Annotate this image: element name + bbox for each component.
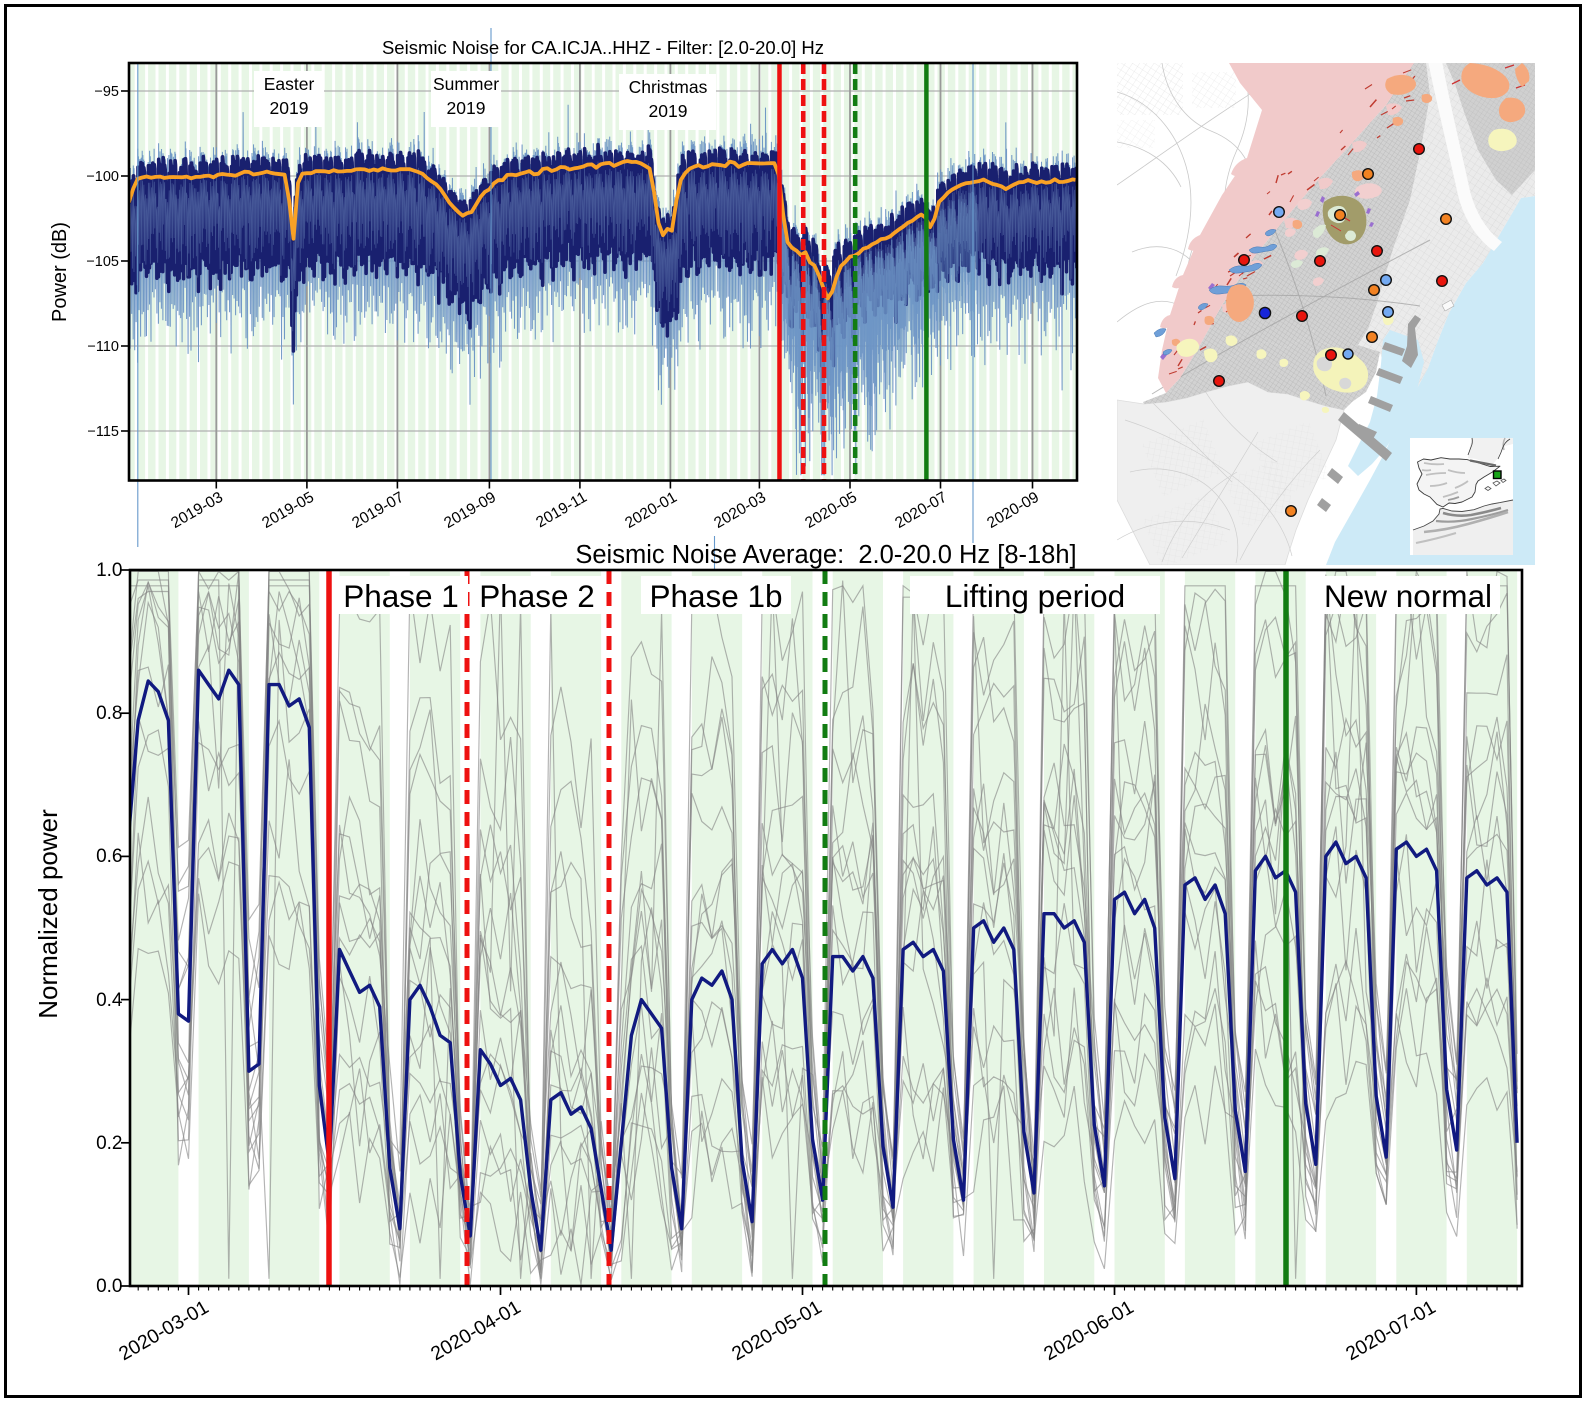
- svg-text:0.6: 0.6: [96, 846, 122, 867]
- svg-text:0.0: 0.0: [96, 1276, 122, 1297]
- svg-text:New normal: New normal: [1324, 578, 1492, 614]
- svg-text:Seismic Noise for CA.ICJA..HHZ: Seismic Noise for CA.ICJA..HHZ - Filter:…: [382, 37, 824, 58]
- svg-text:−100: −100: [86, 169, 119, 185]
- svg-text:Easter: Easter: [264, 74, 315, 94]
- svg-text:1.0: 1.0: [96, 560, 122, 581]
- svg-text:−105: −105: [86, 254, 119, 270]
- svg-text:−110: −110: [87, 339, 119, 355]
- svg-text:Phase 1b: Phase 1b: [649, 578, 782, 614]
- svg-text:−115: −115: [87, 424, 119, 440]
- svg-text:2019: 2019: [649, 101, 688, 121]
- svg-text:−95: −95: [94, 84, 119, 100]
- svg-text:Seismic Noise Average: 2.0-20: Seismic Noise Average: 2.0-20.0 Hz [8-18…: [575, 541, 1076, 569]
- svg-text:0.8: 0.8: [96, 703, 122, 724]
- svg-text:Power (dB): Power (dB): [49, 222, 71, 322]
- svg-text:Summer: Summer: [433, 74, 499, 94]
- svg-text:2019: 2019: [270, 98, 309, 118]
- svg-text:0.2: 0.2: [96, 1133, 122, 1154]
- svg-text:Phase 1: Phase 1: [343, 578, 459, 614]
- svg-text:0.4: 0.4: [96, 990, 123, 1011]
- svg-text:Normalized power: Normalized power: [33, 809, 63, 1019]
- svg-text:2019: 2019: [447, 98, 486, 118]
- svg-text:Christmas: Christmas: [629, 77, 708, 97]
- svg-text:Lifting period: Lifting period: [945, 578, 1125, 614]
- svg-text:Phase 2: Phase 2: [479, 578, 595, 614]
